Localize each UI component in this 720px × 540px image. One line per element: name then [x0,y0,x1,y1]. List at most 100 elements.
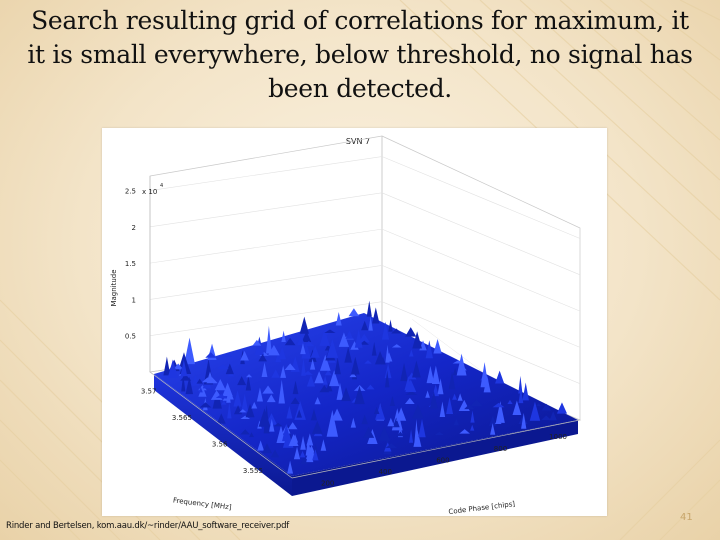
surface-spike [254,336,265,356]
surface-spike [392,417,400,428]
surface-spike [226,388,231,403]
surface-spike [452,368,458,376]
surface-spike [350,417,356,428]
surface-spike [334,357,341,375]
surface-spike [324,329,336,333]
surface-spike [167,359,179,378]
surface-spike [434,431,444,436]
surface-spike [301,342,311,359]
surface-spike [217,364,229,369]
surface-spike [453,418,459,426]
surface-spike [214,379,226,391]
surface-spike [314,371,324,384]
y-tick-label: 3.57 [141,387,157,395]
surface-spike [198,386,203,393]
surface-spike [418,418,426,438]
surface-spike [257,440,264,451]
surface-spike [549,411,557,421]
surface-spike [181,373,186,392]
surface-spike [480,362,489,388]
surface-spike [284,337,296,346]
surface-spike [426,365,435,384]
z-tick-label: 0.5 [125,333,136,341]
surface-spike [521,412,527,429]
surface-spike [249,432,255,438]
surface-spike [405,327,417,337]
z-grid-line [149,192,383,228]
surface-spike [457,393,463,401]
surface-spike [405,379,417,393]
surface-spike [324,369,332,376]
surface-spike [400,362,408,382]
surface-spike [405,391,418,395]
surface-spike [303,341,315,347]
surface-spike [412,360,421,378]
z-grid-line [149,265,383,300]
surface-spike [385,443,398,448]
surface-spike [331,408,343,421]
surface-spike [241,393,249,413]
surface-spike [439,401,446,417]
surface-spike [425,340,433,359]
surface-spike [306,374,316,387]
surface-spike [222,382,233,396]
surface-spike [163,356,171,376]
z-grid-line [381,156,581,239]
surface-spike [245,374,252,391]
surface-spike [358,333,370,343]
surface-spike [364,360,372,364]
z-tick-label: 1.5 [125,260,136,268]
surface-spike [301,357,306,376]
z-grid-line [381,228,581,312]
surface-spike [180,359,188,377]
surface-chart: SVN 7 x 10 4 Magnitude 0.5 1 1.5 2 2.5 [110,135,582,516]
z-grid-line [381,301,581,384]
surface-spike [273,422,283,427]
surface-spike [384,363,392,379]
surface-spike [196,378,203,384]
surface-spike [199,402,212,408]
surface-spike [396,407,407,421]
surface-spike [180,374,192,381]
surface-spike [535,403,542,407]
surface-spike [303,370,313,375]
surface-spike [385,344,390,363]
z-axis-multiplier: x 10 [142,188,157,196]
surface-spike [215,393,227,399]
correlation-surface [154,300,578,496]
x-tick-label: 800 [494,445,507,453]
surface-spike [470,424,475,431]
surface-spike [507,399,513,405]
surface-spike [288,434,299,446]
surface-spike [412,404,424,419]
surface-spike [350,356,360,375]
surface-spike [344,346,352,363]
surface-spike [252,339,262,346]
surface-spike [372,307,380,324]
surface-spike [368,316,373,331]
surface-spike [371,341,377,356]
z-axis-exponent: 4 [160,183,163,189]
z-grid-line [381,192,581,276]
surface-spike [414,418,419,444]
surface-spike [297,335,305,346]
surface-spike [256,387,263,402]
surface-spike [300,457,309,464]
surface-spike [261,443,273,454]
surface-spike [320,439,327,451]
surface-spike [311,420,323,434]
surface-spike [305,438,311,456]
surface-spike [518,375,523,394]
z-tick-label: 1 [132,296,136,304]
surface-spike [293,446,301,460]
surface-spike [387,417,395,427]
surface-spike [313,443,318,454]
surface-spike [335,311,342,326]
surface-spike [338,332,350,347]
surface-spike [407,372,417,380]
surface-spike [216,413,226,424]
surface-spike [319,329,330,346]
surface-spike [366,300,372,317]
surface-spike [396,431,405,437]
surface-spike [359,340,369,345]
